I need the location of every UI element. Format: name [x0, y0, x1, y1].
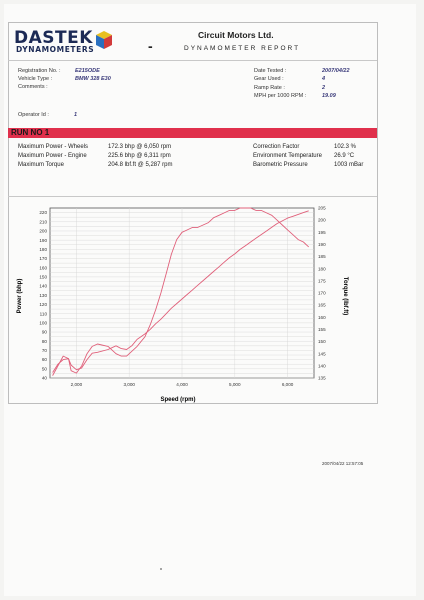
- chart-ticks: 40 50 60 70 80 90 100 110 120 130 140 150 160 170 180 1…: [39, 206, 326, 387]
- y-tick-label: 120: [39, 302, 47, 307]
- run-title: RUN NO 1: [11, 128, 50, 137]
- y2-tick-label: 195: [318, 230, 326, 235]
- y-tick-label: 40: [42, 376, 48, 381]
- logo-subtitle: DYNAMOMETERS: [16, 45, 95, 54]
- chart-series: [52, 207, 310, 376]
- x-tick-label: 3,000: [123, 382, 135, 387]
- correction-factor-label: Correction Factor: [253, 144, 300, 150]
- y-tick-label: 90: [42, 330, 48, 335]
- y2-tick-label: 165: [318, 303, 326, 308]
- x-tick-label: 4,000: [176, 382, 188, 387]
- max-torque-value: 204.8 lbf.ft @ 5,287 rpm: [108, 162, 173, 168]
- correction-factor-value: 102.3 %: [334, 144, 357, 150]
- y2-tick-label: 170: [318, 291, 326, 296]
- run-title-bar: RUN NO 1: [8, 128, 377, 138]
- max-power-engine-label: Maximum Power - Engine: [18, 153, 87, 159]
- vehicle-type-label: Vehicle Type :: [18, 76, 53, 82]
- y2-tick-label: 160: [318, 315, 326, 320]
- date-tested-value: 2007/04/22: [322, 68, 350, 74]
- x-tick-label: 2,000: [71, 382, 83, 387]
- ramp-rate-value: 2: [322, 85, 326, 91]
- chart-divider: [8, 196, 377, 197]
- y-tick-label: 160: [39, 265, 47, 270]
- date-tested-label: Date Tested :: [254, 68, 287, 74]
- report-title: DYNAMOMETER REPORT: [184, 45, 301, 52]
- y2-tick-label: 155: [318, 327, 326, 332]
- y2-tick-label: 135: [318, 376, 326, 381]
- y2-tick-label: 175: [318, 278, 326, 283]
- y-tick-label: 50: [42, 366, 48, 371]
- chart-grid: [49, 207, 315, 379]
- y2-tick-label: 205: [318, 206, 326, 211]
- print-timestamp: 2007/04/22 12:57:05: [322, 461, 364, 466]
- registration-value: E215ODE: [75, 68, 100, 74]
- y2-axis-label: Torque (lbf.ft): [342, 277, 348, 316]
- y2-tick-label: 190: [318, 242, 326, 247]
- report-frame: [8, 22, 378, 404]
- max-torque-label: Maximum Torque: [18, 162, 64, 168]
- y-tick-label: 80: [42, 339, 48, 344]
- y-tick-label: 200: [39, 229, 47, 234]
- company-name: Circuit Motors Ltd.: [198, 30, 274, 40]
- page-mark: [160, 568, 162, 570]
- y-tick-label: 210: [39, 219, 47, 224]
- logo-wordmark: DASTEK: [14, 28, 93, 48]
- header-divider: [8, 60, 377, 61]
- y2-tick-label: 140: [318, 363, 326, 368]
- y-tick-label: 60: [42, 357, 48, 362]
- y-tick-label: 150: [39, 275, 47, 280]
- comments-label: Comments :: [18, 84, 48, 90]
- x-axis-label: Speed (rpm): [160, 397, 195, 403]
- max-power-wheels-value: 172.3 bhp @ 6,050 rpm: [108, 144, 172, 150]
- barometric-pressure-value: 1003 mBar: [334, 162, 364, 168]
- gear-used-value: 4: [322, 76, 326, 82]
- y-tick-label: 70: [42, 348, 48, 353]
- y-tick-label: 100: [39, 320, 47, 325]
- registration-label: Registration No. :: [18, 68, 61, 74]
- y-tick-label: 110: [40, 311, 48, 316]
- dyno-chart: 40 50 60 70 80 90 100 110 120 130 140 150 160 170 180 1…: [17, 206, 348, 403]
- y2-tick-label: 150: [318, 339, 326, 344]
- y-tick-label: 220: [39, 210, 47, 215]
- y2-tick-label: 185: [318, 254, 326, 259]
- y-axis-label: Power (bhp): [17, 279, 23, 314]
- dastek-logo: DASTEK DYNAMOMETERS: [14, 28, 114, 58]
- x-tick-label: 6,000: [282, 382, 294, 387]
- y-tick-label: 180: [39, 247, 47, 252]
- y2-tick-label: 145: [318, 351, 326, 356]
- y-tick-label: 170: [39, 256, 47, 261]
- logo-cube-icon: [96, 31, 112, 49]
- y2-tick-label: 180: [318, 266, 326, 271]
- environment-temperature-value: 26.9 °C: [334, 153, 355, 159]
- y-tick-label: 130: [39, 293, 47, 298]
- torque-series-line: [52, 207, 310, 376]
- gear-used-label: Gear Used :: [254, 76, 284, 82]
- vehicle-type-value: BMW 328 E30: [75, 76, 111, 82]
- y-tick-label: 190: [39, 238, 47, 243]
- y2-tick-label: 200: [318, 218, 326, 223]
- barometric-pressure-label: Barometric Pressure: [253, 162, 308, 168]
- header-dash: -: [148, 38, 153, 54]
- mph-per-1000-value: 19.09: [322, 93, 336, 99]
- max-power-wheels-label: Maximum Power - Wheels: [18, 144, 89, 150]
- y-tick-label: 140: [39, 284, 47, 289]
- max-power-engine-value: 225.6 bhp @ 6,311 rpm: [108, 153, 171, 159]
- operator-id-label: Operator Id :: [18, 112, 49, 118]
- power-series-line: [52, 210, 309, 373]
- x-tick-label: 5,000: [229, 382, 241, 387]
- ramp-rate-label: Ramp Rate :: [254, 85, 285, 91]
- environment-temperature-label: Environment Temperature: [253, 153, 322, 159]
- operator-id-value: 1: [74, 112, 78, 118]
- mph-per-1000-label: MPH per 1000 RPM :: [254, 93, 307, 99]
